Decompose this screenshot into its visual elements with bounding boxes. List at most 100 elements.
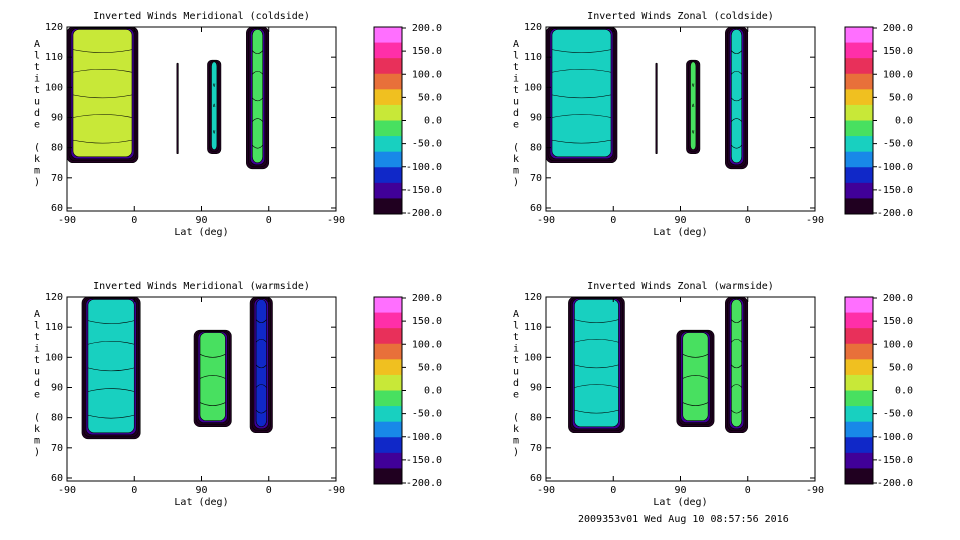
colorbar-swatch xyxy=(374,198,402,215)
colorbar-swatch xyxy=(845,42,873,59)
colorbar-swatch xyxy=(845,167,873,184)
y-tick-label: 80 xyxy=(51,413,63,424)
contour-line xyxy=(213,130,216,134)
data-region xyxy=(66,26,139,164)
colorbar-tick-label: -150.0 xyxy=(406,455,442,466)
contour-line xyxy=(252,70,263,75)
x-tick-label: 0 xyxy=(266,215,272,226)
x-axis-label: Lat (deg) xyxy=(174,227,228,238)
colorbar-tick-label: 0.0 xyxy=(424,386,442,397)
contour-band xyxy=(72,29,133,158)
y-tick-label: 70 xyxy=(530,173,542,184)
chart-panel: Inverted Winds Zonal (warmside) 60 70 80 90 1… xyxy=(513,281,913,508)
contour-line xyxy=(731,384,742,388)
colorbar-swatch xyxy=(374,167,402,184)
colorbar-swatch xyxy=(845,312,873,329)
colorbar-tick-label: 0.0 xyxy=(424,116,442,127)
contour-band xyxy=(574,299,619,428)
contour-line xyxy=(87,320,135,324)
y-tick-label: 80 xyxy=(530,143,542,154)
data-region xyxy=(686,59,701,154)
colorbar-swatch xyxy=(845,390,873,407)
contour-line xyxy=(551,139,612,144)
y-tick-label: 70 xyxy=(51,173,63,184)
contour-line xyxy=(692,130,695,134)
y-tick-label: 90 xyxy=(530,382,542,393)
contour-line xyxy=(574,338,619,343)
colorbar-tick-label: -50.0 xyxy=(883,139,913,150)
colorbar-swatch xyxy=(845,120,873,137)
colorbar-tick-label: 50.0 xyxy=(418,362,442,373)
contour-line xyxy=(255,384,267,388)
contour-line xyxy=(551,49,612,53)
chart-title: Inverted Winds Meridional (coldside) xyxy=(93,11,310,22)
colorbar-tick-label: 200.0 xyxy=(883,293,913,304)
colorbar-swatch xyxy=(845,297,873,314)
contour-line xyxy=(255,409,267,414)
colorbar-swatch xyxy=(845,328,873,345)
colorbar-swatch xyxy=(374,343,402,360)
x-tick-label: 0 xyxy=(266,485,272,496)
chart-panel: Inverted Winds Meridional (coldside) 60 70… xyxy=(34,11,442,238)
contour-line xyxy=(72,68,133,73)
colorbar-tick-label: 0.0 xyxy=(895,116,913,127)
data-region xyxy=(176,62,179,154)
x-axis-label: Lat (deg) xyxy=(653,497,707,508)
colorbar-swatch xyxy=(845,58,873,75)
colorbar: 200.0 150.0 100.0 50.0 0.0 -50.0 -100.0 -150.0 -… xyxy=(844,293,913,489)
colorbar-swatch xyxy=(374,452,402,469)
colorbar-swatch xyxy=(845,182,873,199)
y-tick-label: 100 xyxy=(524,352,542,363)
contour-line xyxy=(574,384,619,388)
y-tick-label: 100 xyxy=(45,82,63,93)
contour-band xyxy=(176,62,179,154)
colorbar-tick-label: -100.0 xyxy=(877,432,913,443)
contour-line xyxy=(574,409,619,414)
colorbar-swatch xyxy=(374,104,402,121)
colorbar-tick-label: -200.0 xyxy=(406,208,442,219)
x-axis-label: Lat (deg) xyxy=(174,497,228,508)
colorbar-tick-label: -50.0 xyxy=(883,409,913,420)
contour-line xyxy=(731,364,742,369)
contour-line xyxy=(199,402,226,406)
contour-line xyxy=(551,94,612,99)
x-tick-label: 0 xyxy=(610,215,616,226)
colorbar-swatch xyxy=(374,297,402,314)
contour-band xyxy=(731,299,743,428)
colorbar-tick-label: 100.0 xyxy=(883,339,913,350)
colorbar-swatch xyxy=(374,359,402,376)
contour-line xyxy=(682,354,709,358)
contour-line xyxy=(255,338,267,343)
contour-band xyxy=(551,29,612,158)
y-tick-label: 120 xyxy=(45,292,63,303)
y-tick-label: 120 xyxy=(524,22,542,33)
contour-line xyxy=(87,340,135,345)
colorbar-tick-label: -100.0 xyxy=(406,162,442,173)
y-tick-label: 80 xyxy=(51,143,63,154)
y-tick-label: 80 xyxy=(530,413,542,424)
colorbar-swatch xyxy=(374,58,402,75)
x-tick-label: 0 xyxy=(131,485,137,496)
y-tick-label: 70 xyxy=(51,443,63,454)
colorbar-tick-label: 200.0 xyxy=(412,293,442,304)
contour-line xyxy=(731,97,742,102)
data-region xyxy=(676,329,715,428)
contour-line xyxy=(551,68,612,73)
contour-band xyxy=(252,29,264,164)
chart-title: Inverted Winds Zonal (coldside) xyxy=(587,11,774,22)
contour-line xyxy=(255,364,267,369)
x-tick-label: -90 xyxy=(806,215,824,226)
contour-line xyxy=(551,114,612,118)
colorbar-swatch xyxy=(845,343,873,360)
data-region xyxy=(246,26,270,170)
colorbar-swatch xyxy=(845,136,873,153)
colorbar-tick-label: -200.0 xyxy=(406,478,442,489)
colorbar-swatch xyxy=(374,421,402,438)
colorbar-swatch xyxy=(845,406,873,423)
x-tick-label: -90 xyxy=(537,215,555,226)
colorbar-swatch xyxy=(845,27,873,44)
colorbar-swatch xyxy=(374,182,402,199)
colorbar-swatch xyxy=(845,73,873,90)
